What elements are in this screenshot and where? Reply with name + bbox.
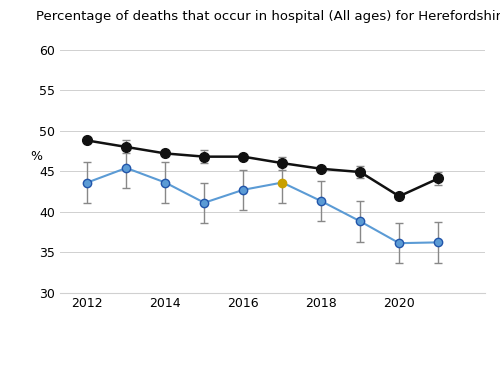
Y-axis label: %: % [30, 150, 42, 163]
Title: Percentage of deaths that occur in hospital (All ages) for Herefordshire: Percentage of deaths that occur in hospi… [36, 10, 500, 23]
